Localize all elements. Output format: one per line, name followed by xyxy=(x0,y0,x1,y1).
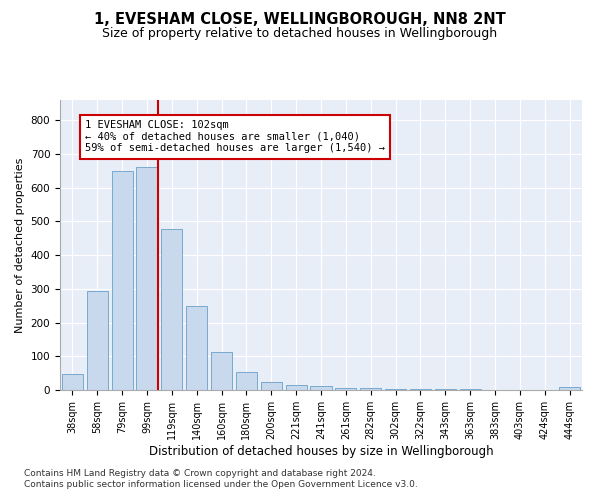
Bar xyxy=(112,171,133,390)
Bar xyxy=(385,388,406,390)
Bar xyxy=(161,229,182,390)
Text: 1 EVESHAM CLOSE: 102sqm
← 40% of detached houses are smaller (1,040)
59% of semi: 1 EVESHAM CLOSE: 102sqm ← 40% of detache… xyxy=(85,120,385,154)
Bar xyxy=(261,382,282,390)
Bar xyxy=(236,372,257,390)
Bar xyxy=(559,388,580,390)
Bar xyxy=(410,389,431,390)
Bar xyxy=(186,306,207,390)
Bar xyxy=(62,374,83,390)
Text: 1, EVESHAM CLOSE, WELLINGBOROUGH, NN8 2NT: 1, EVESHAM CLOSE, WELLINGBOROUGH, NN8 2N… xyxy=(94,12,506,28)
Bar xyxy=(360,388,381,390)
Bar xyxy=(286,385,307,390)
X-axis label: Distribution of detached houses by size in Wellingborough: Distribution of detached houses by size … xyxy=(149,444,493,458)
Text: Contains public sector information licensed under the Open Government Licence v3: Contains public sector information licen… xyxy=(24,480,418,489)
Bar xyxy=(87,290,108,390)
Bar xyxy=(136,168,158,390)
Bar xyxy=(211,352,232,390)
Text: Contains HM Land Registry data © Crown copyright and database right 2024.: Contains HM Land Registry data © Crown c… xyxy=(24,468,376,477)
Text: Size of property relative to detached houses in Wellingborough: Size of property relative to detached ho… xyxy=(103,28,497,40)
Y-axis label: Number of detached properties: Number of detached properties xyxy=(15,158,25,332)
Bar xyxy=(310,386,332,390)
Bar xyxy=(335,388,356,390)
